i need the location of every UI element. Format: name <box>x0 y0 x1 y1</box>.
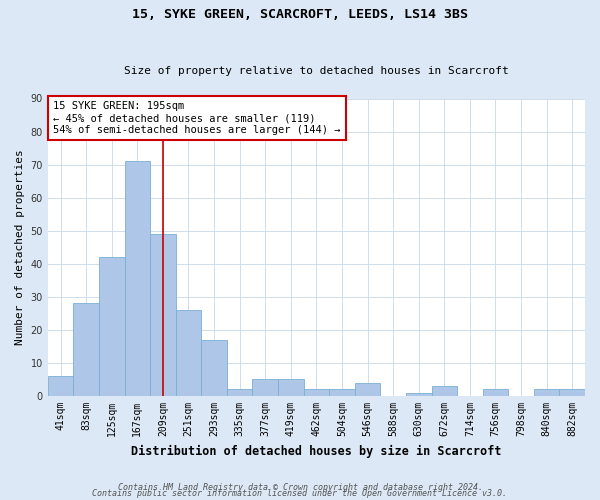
Bar <box>150 234 176 396</box>
Bar <box>176 310 201 396</box>
Text: 15, SYKE GREEN, SCARCROFT, LEEDS, LS14 3BS: 15, SYKE GREEN, SCARCROFT, LEEDS, LS14 3… <box>132 8 468 20</box>
Title: Size of property relative to detached houses in Scarcroft: Size of property relative to detached ho… <box>124 66 509 76</box>
Text: Contains HM Land Registry data © Crown copyright and database right 2024.: Contains HM Land Registry data © Crown c… <box>118 484 482 492</box>
Bar <box>304 390 329 396</box>
Text: 15 SYKE GREEN: 195sqm
← 45% of detached houses are smaller (119)
54% of semi-det: 15 SYKE GREEN: 195sqm ← 45% of detached … <box>53 102 341 134</box>
Bar <box>406 392 431 396</box>
Bar <box>329 390 355 396</box>
Bar <box>534 390 559 396</box>
X-axis label: Distribution of detached houses by size in Scarcroft: Distribution of detached houses by size … <box>131 444 502 458</box>
Bar <box>482 390 508 396</box>
Bar <box>125 162 150 396</box>
Bar <box>227 390 253 396</box>
Bar <box>201 340 227 396</box>
Bar <box>278 380 304 396</box>
Bar <box>253 380 278 396</box>
Bar <box>48 376 73 396</box>
Bar <box>431 386 457 396</box>
Bar <box>355 382 380 396</box>
Y-axis label: Number of detached properties: Number of detached properties <box>15 150 25 345</box>
Bar <box>559 390 585 396</box>
Text: Contains public sector information licensed under the Open Government Licence v3: Contains public sector information licen… <box>92 490 508 498</box>
Bar <box>73 304 99 396</box>
Bar <box>99 257 125 396</box>
